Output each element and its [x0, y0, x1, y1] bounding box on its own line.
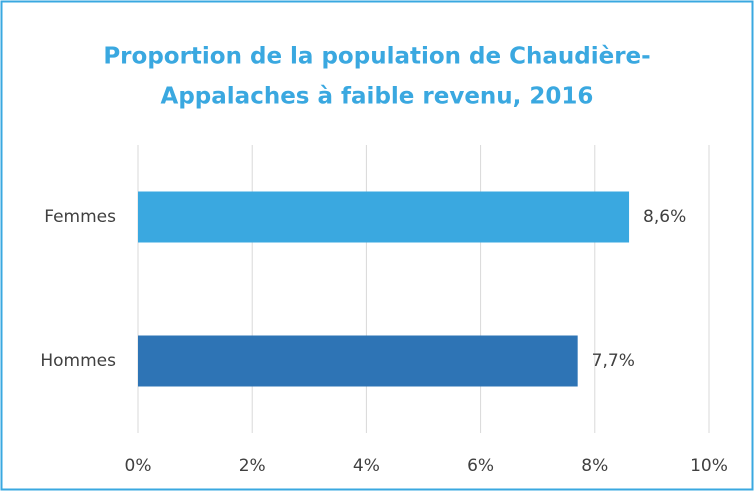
y-tick-label: Femmes	[44, 207, 116, 227]
chart-title: Appalaches à faible revenu, 2016	[161, 84, 594, 110]
x-tick-label: 10%	[690, 456, 728, 476]
data-label: 7,7%	[592, 351, 635, 371]
bar	[138, 191, 630, 243]
x-tick-label: 6%	[467, 456, 494, 476]
x-tick-label: 0%	[125, 456, 152, 476]
bar	[138, 335, 578, 387]
y-tick-label: Hommes	[40, 351, 116, 371]
x-tick-label: 8%	[581, 456, 608, 476]
x-tick-label: 2%	[239, 456, 266, 476]
x-tick-label: 4%	[353, 456, 380, 476]
data-label: 8,6%	[643, 207, 686, 227]
chart-title: Proportion de la population de Chaudière…	[103, 44, 650, 70]
